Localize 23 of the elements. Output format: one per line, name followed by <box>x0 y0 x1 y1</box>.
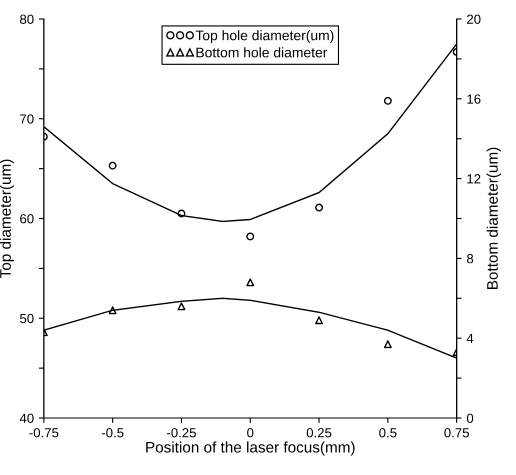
y-axis-title: Top diameter(um) <box>0 160 14 278</box>
y2-tick-label: 8 <box>466 254 474 264</box>
y-tick-label: 80 <box>20 14 34 24</box>
y2-tick-label: 16 <box>467 94 480 104</box>
y2-tick-label: 4 <box>466 334 474 343</box>
y-tick-label: 70 <box>20 114 34 124</box>
y2-axis-title: Bottom diameter(um) <box>486 148 501 289</box>
y-tick-label: 60 <box>20 214 34 224</box>
x-tick-label: 0.75 <box>444 428 469 438</box>
x-tick-label: 0.5 <box>379 428 396 438</box>
y-tick-label: 50 <box>20 314 34 324</box>
x-tick-label: -0.5 <box>102 428 124 438</box>
y2-tick-label: 12 <box>467 174 480 184</box>
y-tick-label: 40 <box>20 414 34 423</box>
y2-tick-label: 0 <box>466 414 474 423</box>
y2-tick-label: 20 <box>467 14 481 24</box>
x-tick-label: 0.25 <box>306 428 332 438</box>
legend-label: Top hole diameter(um) <box>196 30 334 44</box>
x-tick-label: -0.25 <box>167 428 196 438</box>
x-tick-label: 0 <box>247 428 254 438</box>
legend-label: Bottom hole diameter <box>196 47 328 58</box>
x-axis-title: Position of the laser focus(mm) <box>146 441 355 456</box>
x-tick-label: -0.75 <box>29 428 58 438</box>
